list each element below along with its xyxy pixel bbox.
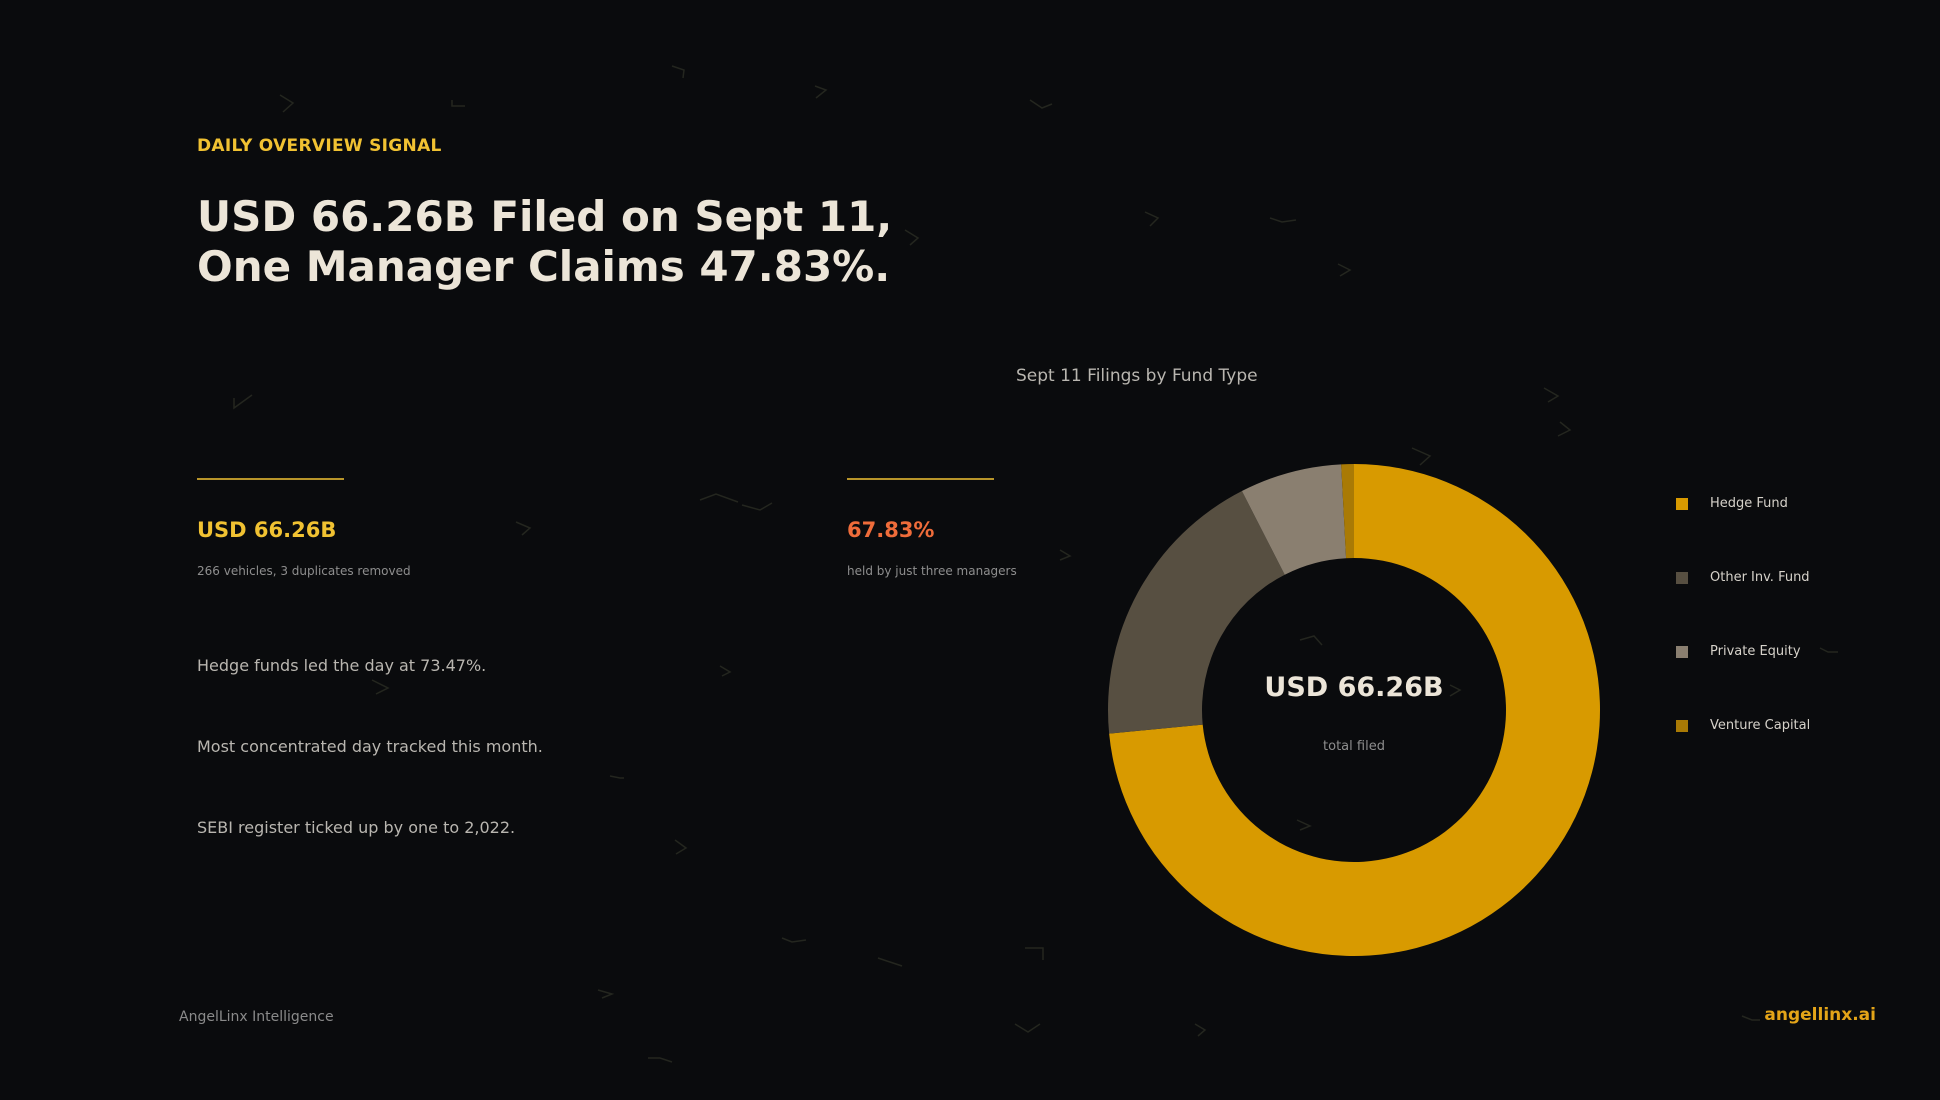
stat-note-total: 266 vehicles, 3 duplicates removed — [197, 564, 411, 578]
donut-slice-hedge-fund — [1109, 464, 1600, 956]
legend-label-other-inv-fund: Other Inv. Fund — [1710, 570, 1810, 585]
headline-line-1: USD 66.26B Filed on Sept 11, — [197, 192, 893, 241]
headline-line-2: One Manager Claims 47.83%. — [197, 242, 891, 291]
stat-value-total: USD 66.26B — [197, 518, 337, 542]
stat-note-concentration: held by just three managers — [847, 564, 1017, 578]
legend-label-venture-capital: Venture Capital — [1710, 718, 1811, 733]
insight-line-1: Hedge funds led the day at 73.47%. — [197, 656, 487, 675]
chart-title: Sept 11 Filings by Fund Type — [1016, 366, 1258, 386]
donut-slice-venture-capital — [1341, 464, 1354, 559]
legend-label-private-equity: Private Equity — [1710, 644, 1801, 659]
footer-site-link[interactable]: angellinx.ai — [1764, 1005, 1876, 1025]
insight-line-3: SEBI register ticked up by one to 2,022. — [197, 818, 516, 837]
legend-swatch-venture-capital — [1676, 720, 1688, 732]
headline: USD 66.26B Filed on Sept 11, One Manager… — [197, 192, 957, 292]
footer-brand: AngelLinx Intelligence — [179, 1009, 334, 1025]
donut-slice-other-inv-fund — [1108, 491, 1285, 734]
donut-slice-private-equity — [1241, 464, 1347, 575]
eyebrow-label: DAILY OVERVIEW SIGNAL — [197, 136, 442, 156]
legend-label-hedge-fund: Hedge Fund — [1710, 496, 1788, 511]
legend-swatch-private-equity — [1676, 646, 1688, 658]
legend-swatch-hedge-fund — [1676, 498, 1688, 510]
legend-swatch-other-inv-fund — [1676, 572, 1688, 584]
stat-value-concentration: 67.83% — [847, 518, 935, 542]
donut-center-label: total filed — [1323, 739, 1385, 754]
donut-chart: USD 66.26B total filed — [1108, 464, 1600, 956]
donut-center-value: USD 66.26B — [1264, 672, 1443, 703]
insight-line-2: Most concentrated day tracked this month… — [197, 737, 543, 756]
stat-divider-2 — [847, 478, 994, 480]
stat-divider-1 — [197, 478, 344, 480]
